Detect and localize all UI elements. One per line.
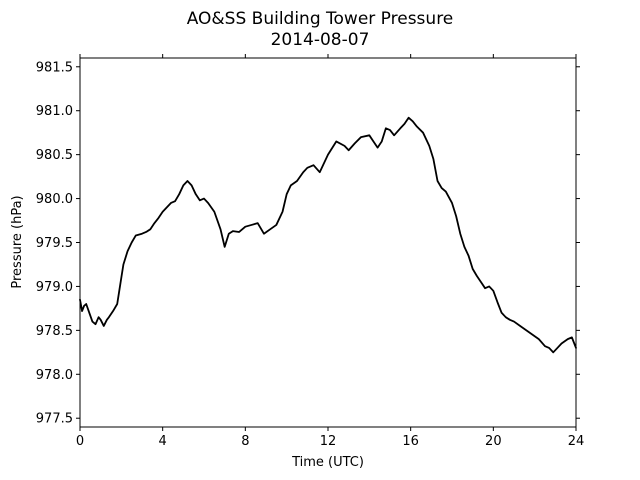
y-tick-label: 978.0 <box>36 368 73 383</box>
pressure-series-line <box>79 116 577 354</box>
x-tick-label: 16 <box>402 434 419 449</box>
x-tick-label: 4 <box>159 434 167 449</box>
chart-date-subtitle: 2014-08-07 <box>271 30 370 50</box>
y-tick-label: 977.5 <box>36 412 73 427</box>
x-axis-ticks: 0 4 8 12 16 20 24 <box>76 54 584 449</box>
chart-title: AO&SS Building Tower Pressure <box>187 9 454 29</box>
y-tick-label: 981.0 <box>36 104 73 119</box>
y-tick-label: 981.5 <box>36 60 73 75</box>
y-tick-label: 980.0 <box>36 192 73 207</box>
y-tick-label: 980.5 <box>36 148 73 163</box>
y-tick-label: 979.5 <box>36 236 73 251</box>
plot-area-frame <box>79 57 577 428</box>
y-tick-label: 978.5 <box>36 324 73 339</box>
y-axis-ticks: 977.5 978.0 978.5 979.0 979.5 980.0 980.5 981.0… <box>36 60 580 427</box>
x-tick-label: 20 <box>485 434 502 449</box>
x-tick-label: 24 <box>568 434 585 449</box>
y-axis-label: Pressure (hPa) <box>10 195 25 288</box>
x-tick-label: 8 <box>241 434 249 449</box>
y-tick-label: 979.0 <box>36 280 73 295</box>
x-tick-label: 0 <box>76 434 84 449</box>
x-tick-label: 12 <box>320 434 337 449</box>
x-axis-label: Time (UTC) <box>291 455 364 470</box>
